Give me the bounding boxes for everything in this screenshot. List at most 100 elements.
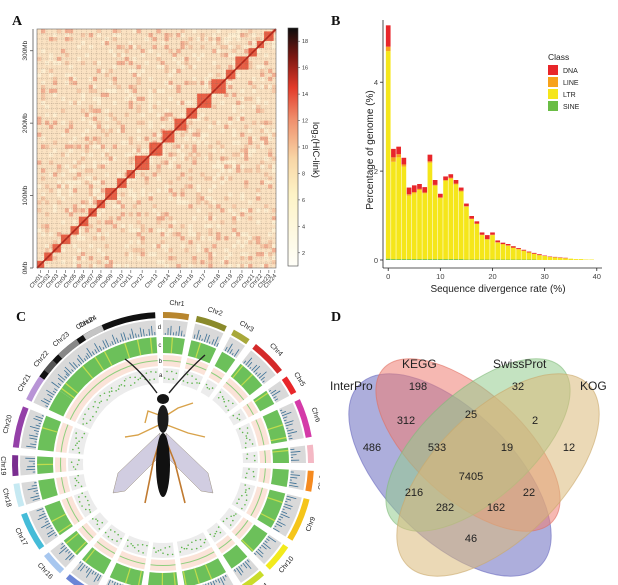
heatmap-cell — [136, 256, 141, 261]
heatmap-cell — [88, 224, 94, 229]
heatmap-cell — [72, 168, 78, 173]
heatmap-cell — [248, 64, 253, 70]
heatmap-cell — [128, 212, 133, 217]
track-d-spike — [77, 562, 84, 571]
track-d-spike — [224, 574, 227, 578]
heatmap-cell — [140, 172, 145, 177]
heatmap-cell — [88, 120, 94, 125]
heatmap-cell — [208, 252, 213, 257]
track-a-point — [74, 444, 77, 447]
track-a-point — [103, 392, 106, 395]
track-a-point — [254, 459, 256, 462]
heatmap-cell — [224, 164, 229, 169]
track-a-background — [242, 451, 258, 463]
track-d-spike — [290, 451, 301, 453]
bar-segment-line — [396, 154, 401, 158]
track-d-spike — [233, 569, 237, 572]
heatmap-cell — [76, 228, 82, 233]
track-a-point — [104, 531, 107, 534]
heatmap-cell — [156, 88, 161, 94]
heatmap-cell — [228, 36, 233, 42]
heatmap-cell — [96, 32, 102, 38]
heatmap-cell — [236, 44, 241, 50]
heatmap-cell — [236, 232, 241, 237]
heatmap-cell — [132, 44, 137, 50]
track-d-spike — [268, 389, 272, 392]
bar-segment-ltr — [557, 257, 563, 260]
heatmap-cell — [260, 120, 265, 125]
bar-segment-sine — [401, 259, 407, 260]
chromosome-label: Chr7 — [318, 445, 320, 461]
track-a-point — [123, 385, 126, 387]
heatmap-cell — [124, 112, 129, 117]
heatmap-cell — [52, 60, 58, 66]
heatmap-cell — [108, 88, 113, 94]
track-c-highlight — [204, 564, 213, 580]
track-a-point — [108, 395, 111, 397]
heatmap-cell — [176, 144, 181, 149]
track-a-point — [89, 511, 92, 513]
track-a-point — [88, 504, 90, 506]
heatmap-cell — [96, 228, 102, 233]
bar-segment-ltr — [505, 245, 511, 260]
heatmap-cell — [200, 36, 205, 42]
track-a-point — [134, 376, 136, 379]
heatmap-cell — [112, 64, 117, 70]
heatmap-cell — [136, 120, 141, 125]
heatmap-cell — [208, 84, 213, 90]
heatmap-cell — [200, 260, 205, 265]
heatmap-cell — [192, 216, 197, 221]
heatmap-cell — [248, 140, 253, 145]
track-a-point — [195, 539, 197, 542]
track-a-point — [84, 413, 86, 416]
y-tick-label: 4 — [374, 78, 378, 87]
track-a-point — [141, 543, 144, 546]
bar-segment-ltr — [516, 249, 521, 260]
track-a-point — [89, 419, 92, 421]
track-a-point — [245, 494, 248, 496]
heatmap-cell — [224, 160, 229, 165]
track-a-point — [166, 370, 168, 373]
heatmap-cell — [228, 80, 233, 86]
track-a-background — [212, 388, 238, 414]
venn-region-value: 198 — [409, 381, 427, 393]
heatmap-cell — [64, 180, 70, 185]
track-d-spike — [41, 415, 44, 417]
heatmap-cell — [156, 220, 161, 225]
heatmap-cell — [124, 244, 129, 249]
track-a-point — [248, 468, 250, 470]
heatmap-cell — [188, 264, 193, 269]
heatmap-cell — [260, 144, 265, 149]
heatmap-cell — [224, 236, 229, 241]
heatmap-cell — [208, 216, 213, 221]
heatmap-cell — [232, 140, 237, 145]
track-a-point — [98, 528, 101, 530]
heatmap-cell — [244, 144, 249, 149]
heatmap-cell — [220, 208, 225, 213]
heatmap-cell — [168, 84, 173, 90]
heatmap-cell — [136, 220, 141, 225]
heatmap-cell — [84, 136, 90, 141]
bar-segment-dna — [438, 193, 443, 198]
heatmap-cell — [196, 128, 201, 133]
track-d-spike — [54, 534, 58, 537]
heatmap-cell — [152, 244, 157, 249]
colorbar-tick-label: 14 — [302, 92, 308, 98]
track-c-gene-density — [63, 530, 88, 556]
heatmap-cell — [248, 148, 253, 153]
heatmap-cell — [72, 188, 78, 193]
heatmap-cell — [208, 152, 213, 157]
track-d-spike — [76, 358, 83, 365]
track-d-spike — [289, 482, 297, 485]
heatmap-cell — [272, 128, 277, 133]
chromosome-label: Chr8 — [318, 474, 320, 490]
heatmap-cell — [136, 108, 141, 113]
chromosome-band-chr21 — [26, 376, 45, 402]
chromosome-label: Chr24 — [78, 314, 98, 329]
venn-region-value: 216 — [405, 487, 423, 499]
heatmap-cell — [92, 116, 98, 121]
heatmap-cell — [196, 232, 201, 237]
heatmap-cell — [104, 132, 109, 137]
heatmap-cell — [160, 40, 165, 46]
heatmap-cell — [176, 84, 181, 90]
